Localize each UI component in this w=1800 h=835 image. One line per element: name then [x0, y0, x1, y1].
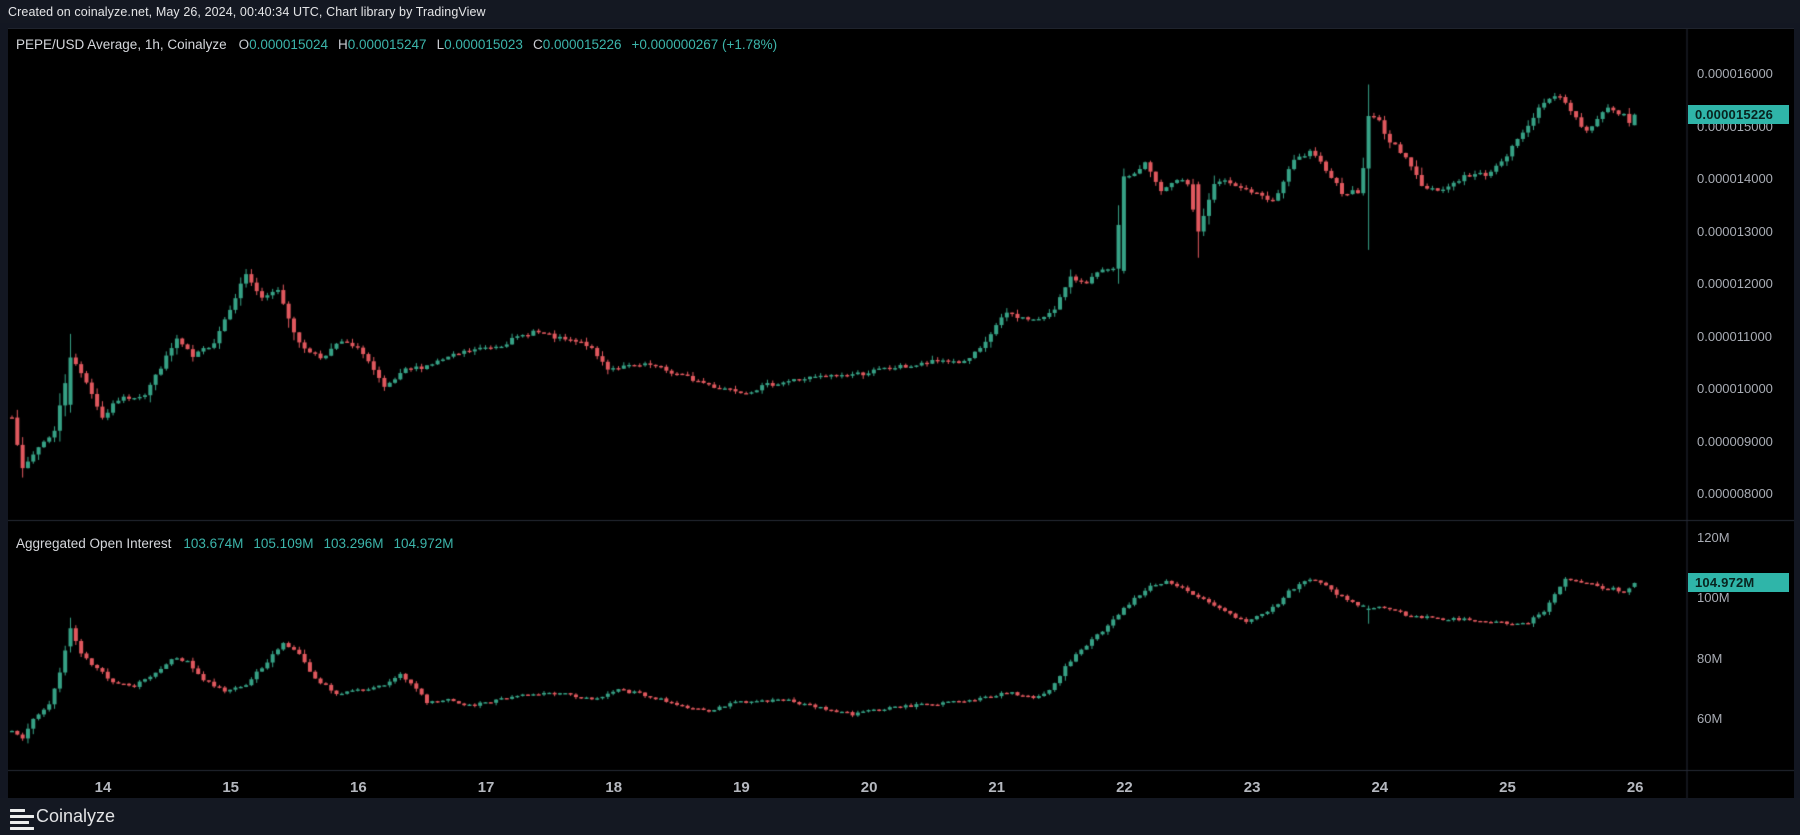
coinalyze-logo: [10, 806, 34, 830]
time-axis-label: 23: [1243, 779, 1261, 796]
candlestick-chart-canvas[interactable]: [8, 29, 1794, 799]
time-axis-label: 19: [733, 779, 750, 796]
time-axis-label: 15: [222, 779, 240, 796]
time-axis-label: 20: [860, 779, 878, 796]
price-legend: PEPE/USD Average, 1h, Coinalyze O0.000015…: [16, 37, 777, 52]
price-axis-tick: 0.000008000: [1697, 486, 1773, 501]
time-axis-label: 17: [477, 779, 495, 796]
oi-axis-tick: 60M: [1697, 711, 1723, 726]
time-axis-label: 16: [350, 779, 367, 796]
oi-high: 105.109M: [253, 536, 314, 551]
oi-legend-title: Aggregated Open Interest: [16, 536, 172, 551]
chart-widget: PEPE/USD Average, 1h, Coinalyze O0.000015…: [8, 28, 1794, 799]
oi-low: 103.296M: [323, 536, 384, 551]
price-axis-tick: 0.000016000: [1697, 66, 1773, 81]
price-axis-tick: 0.000012000: [1697, 276, 1773, 291]
time-axis-label: 18: [605, 779, 623, 796]
price-axis-tick: 0.000013000: [1697, 223, 1773, 239]
oi-axis-tick: 80M: [1697, 650, 1723, 666]
time-axis-label: 21: [988, 779, 1006, 796]
price-axis-tick: 0.000010000: [1697, 381, 1773, 396]
time-axis-scale[interactable]: [8, 771, 1794, 799]
price-axis-tick: 0.000014000: [1697, 171, 1773, 186]
price-legend-title: PEPE/USD Average, 1h, Coinalyze: [16, 37, 227, 52]
time-axis-label: 22: [1116, 779, 1133, 796]
footer-brand-text: Coinalyze: [36, 806, 116, 826]
last-price-label: 0.000015226: [1688, 105, 1789, 125]
oi-close: 104.972M: [393, 536, 454, 551]
oi-axis-tick: 120M: [1697, 529, 1730, 545]
price-close: C0.000015226: [532, 37, 622, 52]
time-axis-label: 25: [1499, 779, 1516, 796]
price-change: +0.000000267 (+1.78%): [631, 37, 778, 52]
oi-legend: Aggregated Open Interest 103.674M 105.109M…: [16, 536, 464, 551]
oi-open: 103.674M: [183, 536, 244, 551]
price-low: L0.000015023: [436, 37, 523, 52]
last-oi-label: 104.972M: [1688, 573, 1789, 593]
time-axis-label: 14: [94, 779, 112, 796]
price-open: O0.000015024: [238, 37, 328, 52]
price-high: H0.000015247: [337, 37, 427, 52]
creation-info-text: Created on coinalyze.net, May 26, 2024, …: [8, 4, 486, 19]
footer-bar: Coinalyze: [0, 798, 1800, 835]
creation-info-bar: Created on coinalyze.net, May 26, 2024, …: [0, 0, 1800, 23]
price-axis-tick: 0.000009000: [1697, 433, 1773, 449]
oi-axis-tick: 100M: [1697, 590, 1730, 605]
time-axis-label: 26: [1626, 779, 1644, 796]
time-axis-label: 24: [1371, 779, 1389, 796]
price-axis-scale[interactable]: [1688, 29, 1794, 520]
oi-axis-scale[interactable]: [1688, 521, 1794, 770]
price-axis-tick: 0.000011000: [1697, 328, 1772, 344]
